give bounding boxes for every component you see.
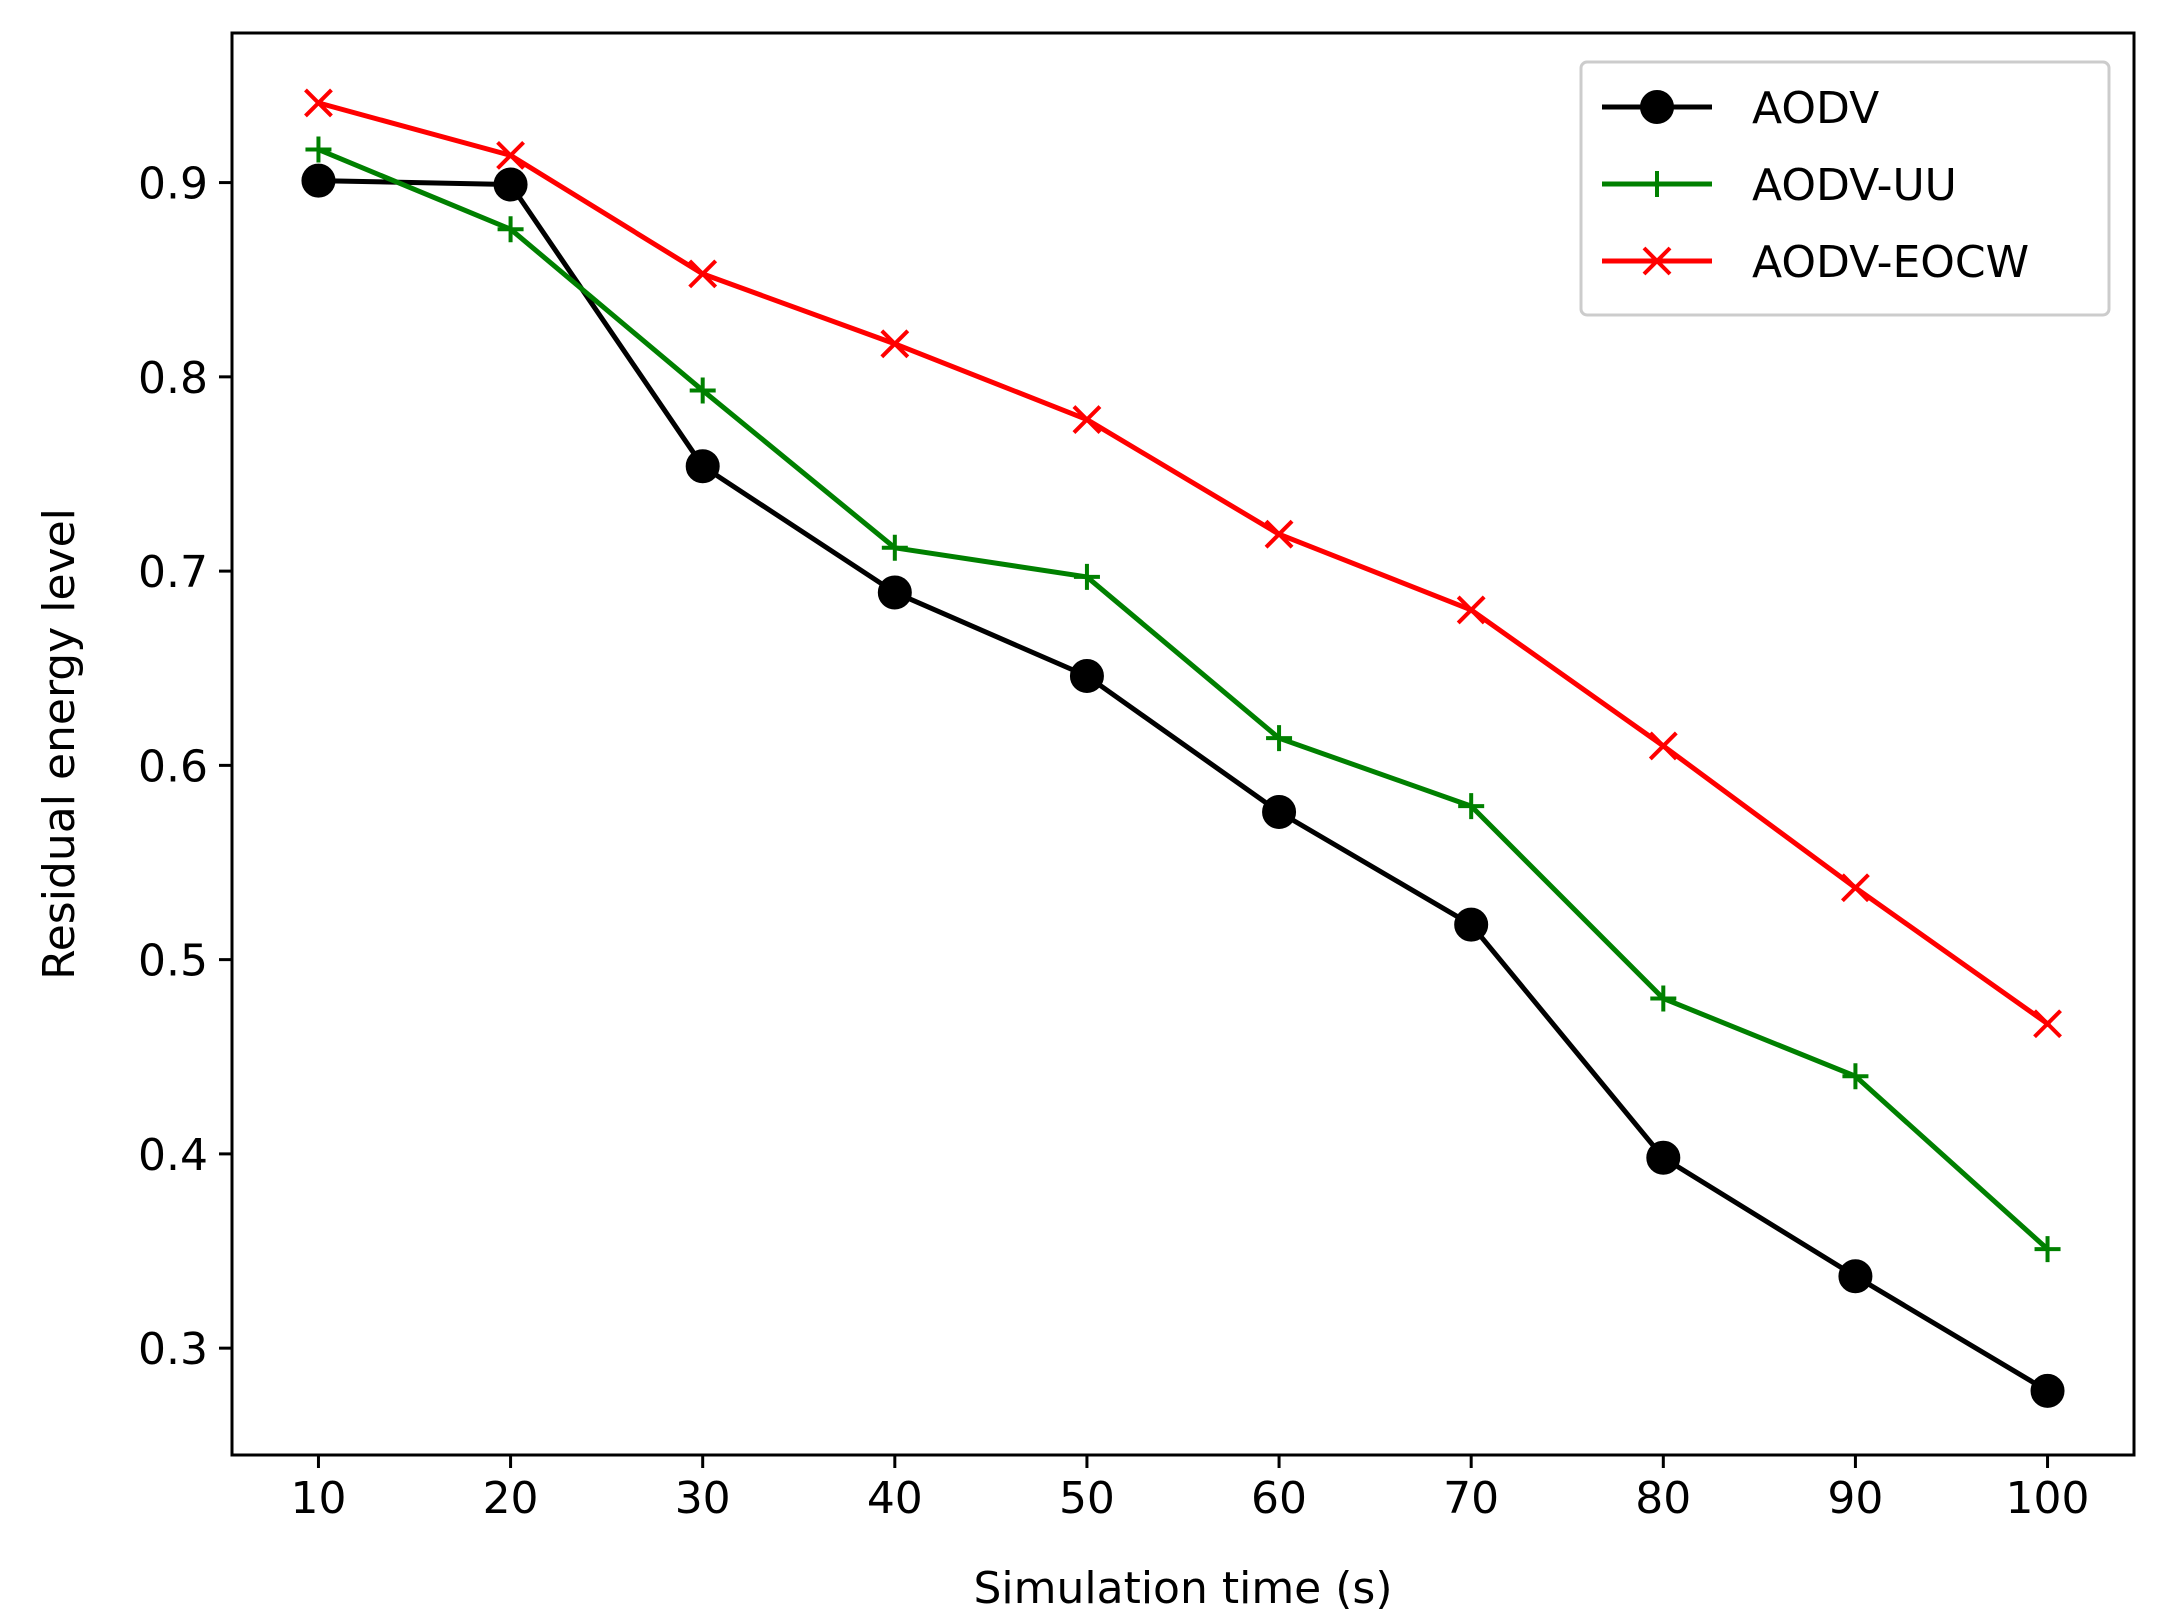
data-point-aodv-uu (2034, 1236, 2061, 1263)
data-point-aodv (877, 575, 912, 610)
x-tick-label: 90 (1827, 1473, 1883, 1524)
x-tick-label: 30 (675, 1473, 731, 1524)
data-point-aodv-uu (1458, 793, 1485, 820)
data-point-aodv-uu (1842, 1063, 1869, 1090)
data-point-aodv-eocw (880, 329, 910, 359)
x-tick-label: 100 (2006, 1473, 2090, 1524)
series-line-aodv-eocw (315, 99, 2052, 1028)
y-tick-label: 0.8 (138, 353, 208, 404)
data-point-aodv (1454, 907, 1489, 942)
data-point-aodv (1069, 659, 1104, 694)
data-point-aodv-uu (305, 136, 332, 163)
data-point-aodv (2030, 1373, 2065, 1408)
legend-marker-aodv (1640, 90, 1674, 124)
data-point-aodv-uu (689, 377, 716, 404)
data-point-aodv (1262, 794, 1297, 829)
legend-label-aodv: AODV (1752, 83, 1879, 134)
y-tick-label: 0.5 (138, 936, 208, 987)
data-point-aodv (493, 167, 528, 202)
series-layer (301, 88, 2065, 1408)
legend-label-aodv-eocw: AODV-EOCW (1752, 237, 2029, 288)
data-point-aodv-uu (1266, 725, 1293, 752)
series-aodv-uu (305, 136, 2061, 1263)
series-line-aodv (315, 178, 2051, 1395)
series-aodv (301, 163, 2065, 1408)
legend-marker-aodv-eocw (1642, 246, 1672, 276)
legend-item-aodv-uu: AODV-UU (1602, 160, 1957, 211)
y-axis-label: Residual energy level (34, 508, 85, 980)
legend-label-aodv-uu: AODV-UU (1752, 160, 1957, 211)
data-point-aodv-uu (1650, 985, 1677, 1012)
data-point-aodv-eocw (496, 140, 525, 170)
series-line-aodv-uu (315, 146, 2052, 1253)
data-point-aodv (1838, 1259, 1873, 1294)
y-tick-label: 0.7 (138, 547, 208, 598)
data-point-aodv-eocw (1456, 595, 1486, 625)
x-axis-label: Simulation time (s) (973, 1563, 1392, 1614)
data-point-aodv-eocw (1264, 519, 1294, 549)
data-point-aodv (1646, 1140, 1681, 1175)
x-tick-label: 80 (1635, 1473, 1691, 1524)
x-tick-label: 60 (1251, 1473, 1307, 1524)
data-point-aodv-eocw (1648, 731, 1678, 761)
y-tick-label: 0.3 (138, 1324, 208, 1375)
data-point-aodv (685, 449, 720, 484)
series-aodv-eocw (304, 88, 2062, 1039)
x-tick-label: 40 (867, 1473, 923, 1524)
y-tick-label: 0.9 (138, 159, 208, 210)
data-point-aodv-uu (881, 534, 908, 561)
x-tick-label: 70 (1443, 1473, 1499, 1524)
legend-item-aodv: AODV (1602, 83, 1879, 134)
y-tick-label: 0.4 (138, 1130, 208, 1181)
y-axis: 0.3 0.4 0.5 0.6 0.7 0.8 0.9 (138, 159, 232, 1375)
plot-frame (230, 31, 2136, 1457)
data-point-aodv-eocw (1841, 873, 1870, 903)
x-tick-label: 20 (483, 1473, 539, 1524)
legend-item-aodv-eocw: AODV-EOCW (1602, 237, 2029, 288)
data-point-aodv-eocw (1072, 405, 1102, 434)
data-point-aodv-uu (1073, 563, 1100, 590)
data-point-aodv (301, 163, 336, 198)
data-point-aodv-eocw (688, 259, 718, 289)
legend: AODV AODV-UU AODV-EOCW (1579, 60, 2111, 317)
data-point-aodv-eocw (304, 88, 333, 118)
data-point-aodv-uu (497, 216, 524, 243)
x-axis: 10 20 30 40 50 60 70 80 90 100 (290, 1455, 2090, 1524)
x-tick-label: 10 (290, 1473, 346, 1524)
data-point-aodv-eocw (2033, 1009, 2062, 1039)
legend-box (1579, 60, 2111, 317)
legend-marker-aodv-uu (1644, 171, 1670, 197)
y-tick-label: 0.6 (138, 741, 208, 792)
x-tick-label: 50 (1059, 1473, 1115, 1524)
